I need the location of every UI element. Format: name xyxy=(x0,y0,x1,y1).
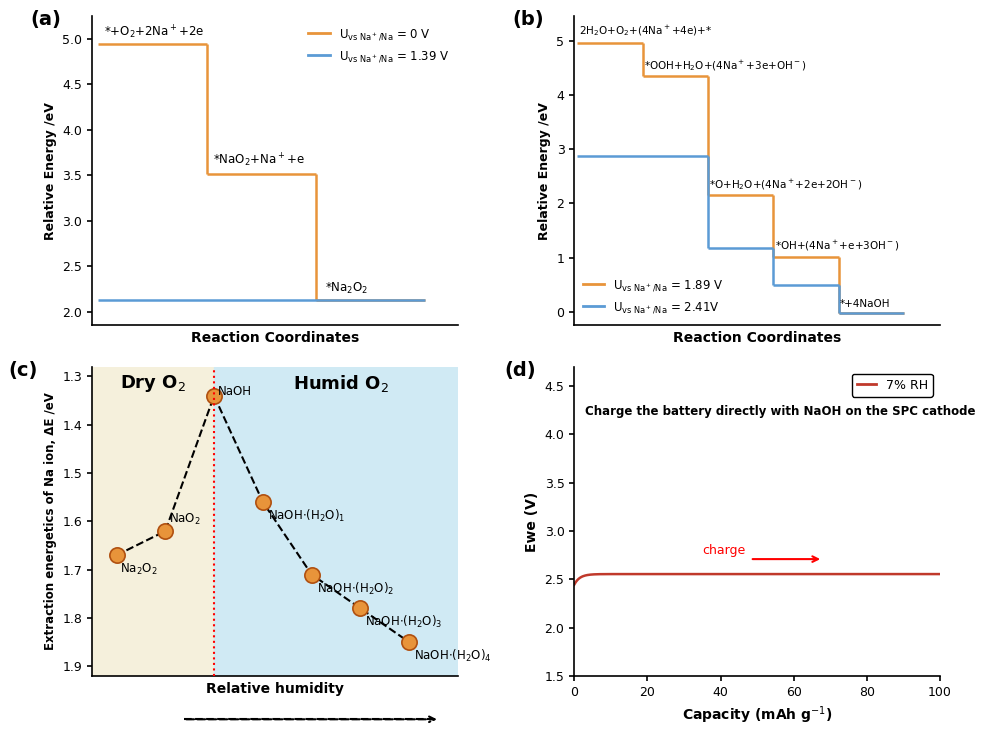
Text: Dry O$_2$: Dry O$_2$ xyxy=(120,373,186,394)
Y-axis label: Relative Energy /eV: Relative Energy /eV xyxy=(44,102,57,240)
Text: NaOH$\cdot$(H$_2$O)$_1$: NaOH$\cdot$(H$_2$O)$_1$ xyxy=(268,509,345,525)
Y-axis label: Ewe (V): Ewe (V) xyxy=(525,492,539,551)
Text: (c): (c) xyxy=(8,360,37,380)
Y-axis label: Relative Energy /eV: Relative Energy /eV xyxy=(538,102,551,240)
Text: *+4NaOH: *+4NaOH xyxy=(840,299,891,310)
Text: Na$_2$O$_2$: Na$_2$O$_2$ xyxy=(120,562,158,577)
Text: NaOH: NaOH xyxy=(218,385,252,398)
Text: *OOH+H$_2$O+(4Na$^+$+3e+OH$^-$): *OOH+H$_2$O+(4Na$^+$+3e+OH$^-$) xyxy=(644,58,807,73)
Text: charge: charge xyxy=(702,544,746,557)
Text: NaOH$\cdot$(H$_2$O)$_3$: NaOH$\cdot$(H$_2$O)$_3$ xyxy=(365,614,443,630)
Text: *NaO$_2$+Na$^+$+e: *NaO$_2$+Na$^+$+e xyxy=(213,152,305,169)
Text: *O+H$_2$O+(4Na$^+$+2e+2OH$^-$): *O+H$_2$O+(4Na$^+$+2e+2OH$^-$) xyxy=(709,178,863,192)
Text: NaO$_2$: NaO$_2$ xyxy=(169,512,201,527)
Y-axis label: Extraction energetics of Na ion, ΔE /eV: Extraction energetics of Na ion, ΔE /eV xyxy=(44,393,57,650)
X-axis label: Capacity (mAh g$^{-1}$): Capacity (mAh g$^{-1}$) xyxy=(682,705,832,726)
Text: Humid O$_2$: Humid O$_2$ xyxy=(293,373,389,394)
Text: *Na$_2$O$_2$: *Na$_2$O$_2$ xyxy=(325,282,368,296)
Text: NaOH$\cdot$(H$_2$O)$_2$: NaOH$\cdot$(H$_2$O)$_2$ xyxy=(317,581,394,597)
Bar xyxy=(92,367,214,676)
Legend: 7% RH: 7% RH xyxy=(852,374,933,397)
X-axis label: Relative humidity: Relative humidity xyxy=(206,682,344,696)
Bar xyxy=(214,367,458,676)
X-axis label: Reaction Coordinates: Reaction Coordinates xyxy=(673,331,841,345)
Legend: U$_{\mathregular{vs\ Na^+/Na}}$ = 1.89 V, U$_{\mathregular{vs\ Na^+/Na}}$ = 2.41: U$_{\mathregular{vs\ Na^+/Na}}$ = 1.89 V… xyxy=(578,273,728,319)
Text: NaOH$\cdot$(H$_2$O)$_4$: NaOH$\cdot$(H$_2$O)$_4$ xyxy=(414,648,492,664)
X-axis label: Reaction Coordinates: Reaction Coordinates xyxy=(191,331,359,345)
Text: *+O$_2$+2Na$^+$+2e: *+O$_2$+2Na$^+$+2e xyxy=(104,24,205,41)
Text: Charge the battery directly with NaOH on the SPC cathode: Charge the battery directly with NaOH on… xyxy=(585,405,976,419)
Text: 2H$_2$O+O$_2$+(4Na$^+$+4e)+*: 2H$_2$O+O$_2$+(4Na$^+$+4e)+* xyxy=(579,24,712,38)
Text: (a): (a) xyxy=(30,10,61,29)
Text: (d): (d) xyxy=(505,360,536,380)
Legend: U$_{\mathregular{vs\ Na^+/Na}}$ = 0 V, U$_{\mathregular{vs\ Na^+/Na}}$ = 1.39 V: U$_{\mathregular{vs\ Na^+/Na}}$ = 0 V, U… xyxy=(304,22,454,69)
Text: (b): (b) xyxy=(512,10,544,29)
Text: *OH+(4Na$^+$+e+3OH$^-$): *OH+(4Na$^+$+e+3OH$^-$) xyxy=(775,240,899,254)
